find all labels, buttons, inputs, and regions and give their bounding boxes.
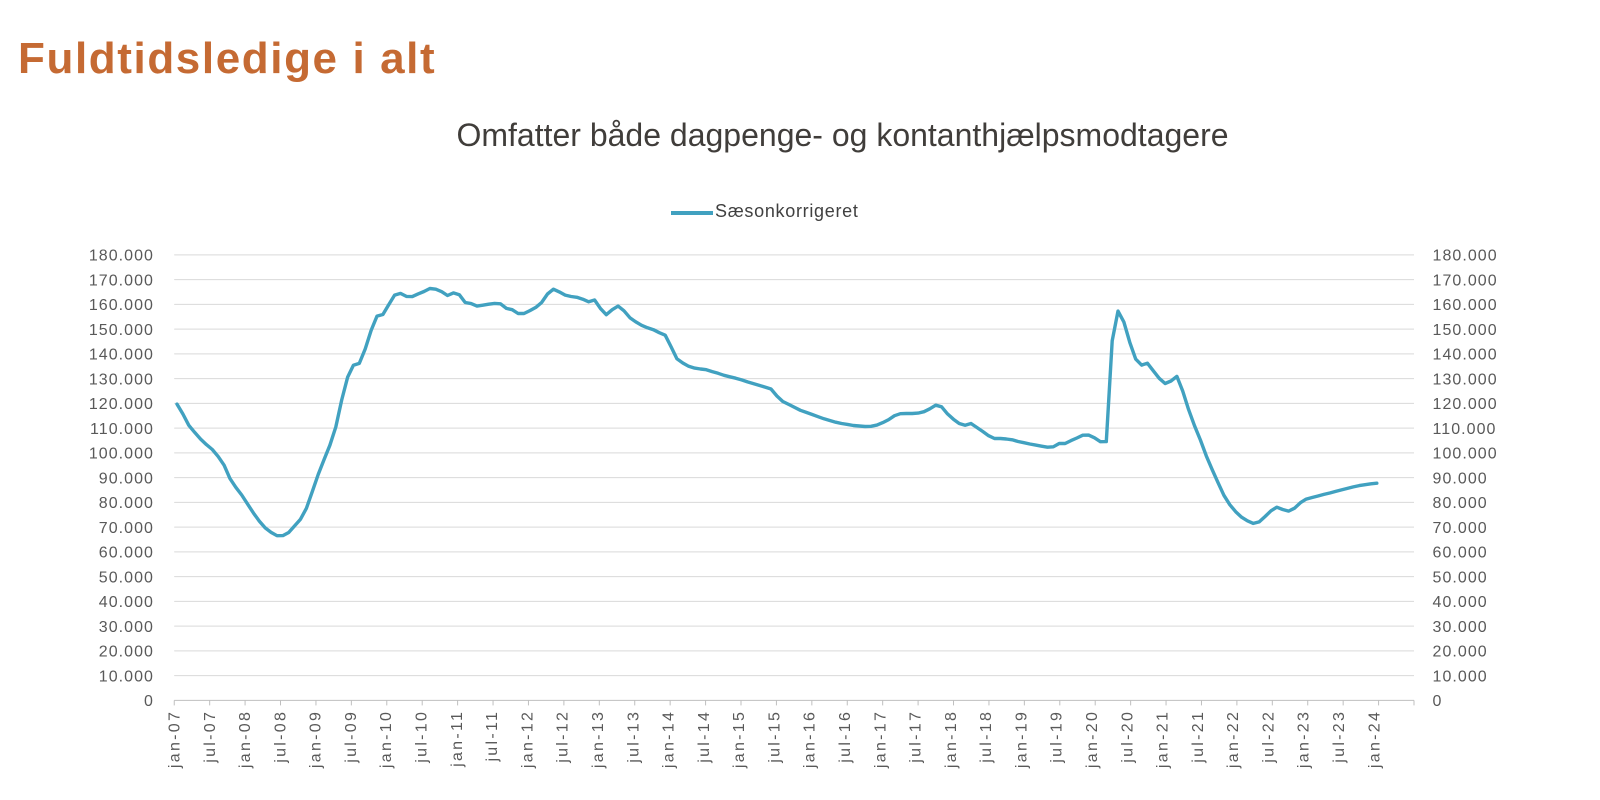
svg-text:jan-21: jan-21 bbox=[1155, 710, 1172, 769]
svg-text:160.000: 160.000 bbox=[89, 297, 154, 314]
svg-text:160.000: 160.000 bbox=[1433, 297, 1498, 314]
svg-text:jul-15: jul-15 bbox=[766, 710, 783, 764]
svg-text:110.000: 110.000 bbox=[90, 421, 154, 438]
svg-text:60.000: 60.000 bbox=[1433, 545, 1488, 562]
svg-text:90.000: 90.000 bbox=[1433, 470, 1488, 487]
svg-text:120.000: 120.000 bbox=[1433, 396, 1498, 413]
svg-text:120.000: 120.000 bbox=[89, 396, 154, 413]
svg-text:180.000: 180.000 bbox=[89, 248, 154, 265]
svg-text:20.000: 20.000 bbox=[1433, 644, 1488, 661]
svg-text:jan-07: jan-07 bbox=[167, 710, 184, 769]
svg-text:jan-22: jan-22 bbox=[1225, 710, 1242, 769]
svg-text:jul-18: jul-18 bbox=[978, 710, 995, 764]
svg-text:0: 0 bbox=[144, 693, 154, 710]
svg-text:jul-21: jul-21 bbox=[1190, 710, 1207, 764]
svg-text:80.000: 80.000 bbox=[1433, 495, 1488, 512]
svg-text:jul-17: jul-17 bbox=[908, 710, 925, 764]
svg-text:50.000: 50.000 bbox=[99, 569, 154, 586]
svg-text:jan-13: jan-13 bbox=[590, 710, 607, 769]
svg-text:70.000: 70.000 bbox=[99, 520, 154, 537]
svg-text:jul-09: jul-09 bbox=[343, 710, 360, 764]
svg-text:jul-14: jul-14 bbox=[696, 710, 713, 764]
svg-text:140.000: 140.000 bbox=[1433, 347, 1498, 364]
svg-text:jul-16: jul-16 bbox=[837, 710, 854, 764]
svg-text:40.000: 40.000 bbox=[1433, 594, 1488, 611]
svg-text:jan-16: jan-16 bbox=[802, 710, 819, 769]
svg-text:10.000: 10.000 bbox=[99, 668, 154, 685]
svg-text:jul-20: jul-20 bbox=[1119, 710, 1136, 764]
svg-text:jan-11: jan-11 bbox=[449, 710, 466, 768]
svg-text:30.000: 30.000 bbox=[99, 619, 154, 636]
svg-text:jan-18: jan-18 bbox=[943, 710, 960, 769]
svg-text:80.000: 80.000 bbox=[99, 495, 154, 512]
svg-text:100.000: 100.000 bbox=[1433, 446, 1498, 463]
svg-text:jul-07: jul-07 bbox=[202, 710, 219, 764]
svg-text:170.000: 170.000 bbox=[89, 272, 154, 289]
svg-text:jan-15: jan-15 bbox=[731, 710, 748, 769]
svg-text:180.000: 180.000 bbox=[1433, 248, 1498, 265]
svg-text:jul-19: jul-19 bbox=[1049, 710, 1066, 764]
svg-text:110.000: 110.000 bbox=[1433, 421, 1497, 438]
svg-text:jan-14: jan-14 bbox=[661, 710, 678, 769]
svg-text:jan-12: jan-12 bbox=[519, 710, 536, 769]
svg-text:50.000: 50.000 bbox=[1433, 569, 1488, 586]
svg-text:130.000: 130.000 bbox=[89, 371, 154, 388]
svg-text:jul-12: jul-12 bbox=[555, 710, 572, 764]
svg-text:jul-11: jul-11 bbox=[484, 710, 501, 763]
svg-text:jul-08: jul-08 bbox=[272, 710, 289, 764]
svg-text:jan-10: jan-10 bbox=[378, 710, 395, 769]
svg-text:40.000: 40.000 bbox=[99, 594, 154, 611]
svg-text:150.000: 150.000 bbox=[89, 322, 154, 339]
svg-text:jan-20: jan-20 bbox=[1084, 710, 1101, 769]
svg-text:170.000: 170.000 bbox=[1433, 272, 1498, 289]
svg-text:jan-17: jan-17 bbox=[872, 710, 889, 769]
svg-text:jan-24: jan-24 bbox=[1366, 710, 1383, 769]
svg-text:90.000: 90.000 bbox=[99, 470, 154, 487]
svg-text:jul-22: jul-22 bbox=[1261, 710, 1278, 764]
svg-text:jul-10: jul-10 bbox=[414, 710, 431, 764]
svg-text:60.000: 60.000 bbox=[99, 545, 154, 562]
svg-text:130.000: 130.000 bbox=[1433, 371, 1498, 388]
svg-text:70.000: 70.000 bbox=[1433, 520, 1488, 537]
svg-text:30.000: 30.000 bbox=[1433, 619, 1488, 636]
svg-text:140.000: 140.000 bbox=[89, 347, 154, 364]
svg-text:100.000: 100.000 bbox=[89, 446, 154, 463]
svg-text:0: 0 bbox=[1433, 693, 1443, 710]
svg-text:jan-23: jan-23 bbox=[1296, 710, 1313, 769]
svg-text:jul-13: jul-13 bbox=[625, 710, 642, 764]
svg-text:150.000: 150.000 bbox=[1433, 322, 1498, 339]
svg-text:20.000: 20.000 bbox=[99, 644, 154, 661]
svg-text:10.000: 10.000 bbox=[1433, 668, 1488, 685]
svg-text:jul-23: jul-23 bbox=[1331, 710, 1348, 764]
svg-text:jan-09: jan-09 bbox=[308, 710, 325, 769]
svg-text:jan-19: jan-19 bbox=[1013, 710, 1030, 769]
svg-text:jan-08: jan-08 bbox=[237, 710, 254, 769]
